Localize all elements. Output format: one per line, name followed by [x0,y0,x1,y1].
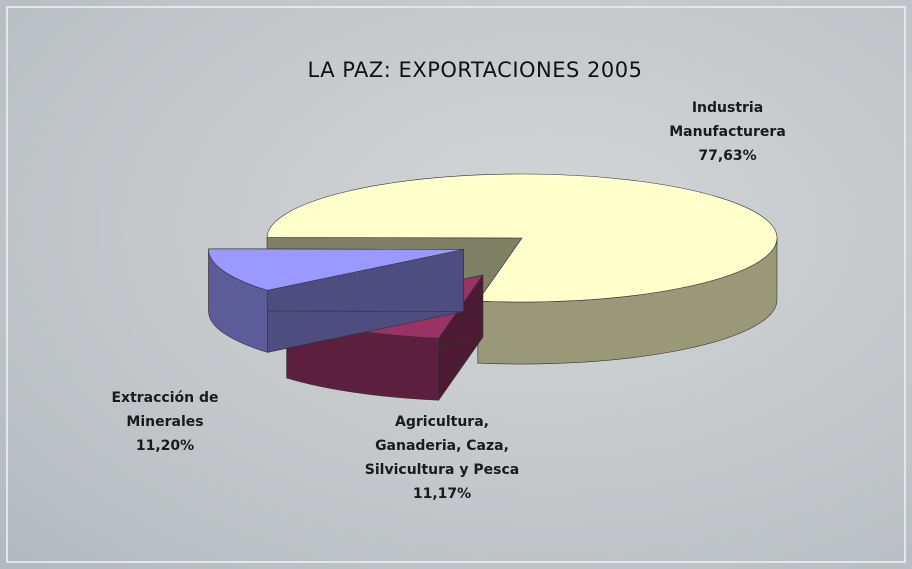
slice-label: Industria Manufacturera [669,100,786,140]
value-label: 77,63% [698,148,757,164]
slice-label: Extracción de Minerales [111,390,219,430]
slice-label: Agricultura, Ganaderia, Caza, Silvicultu… [364,414,520,478]
pie-slice [208,248,464,291]
pie-slice [266,173,778,303]
value-label: 11,20% [135,438,195,454]
value-label: 11,17% [412,486,472,502]
frame [6,6,906,563]
chart-title: LA PAZ: EXPORTACIONES 2005 [307,58,643,82]
